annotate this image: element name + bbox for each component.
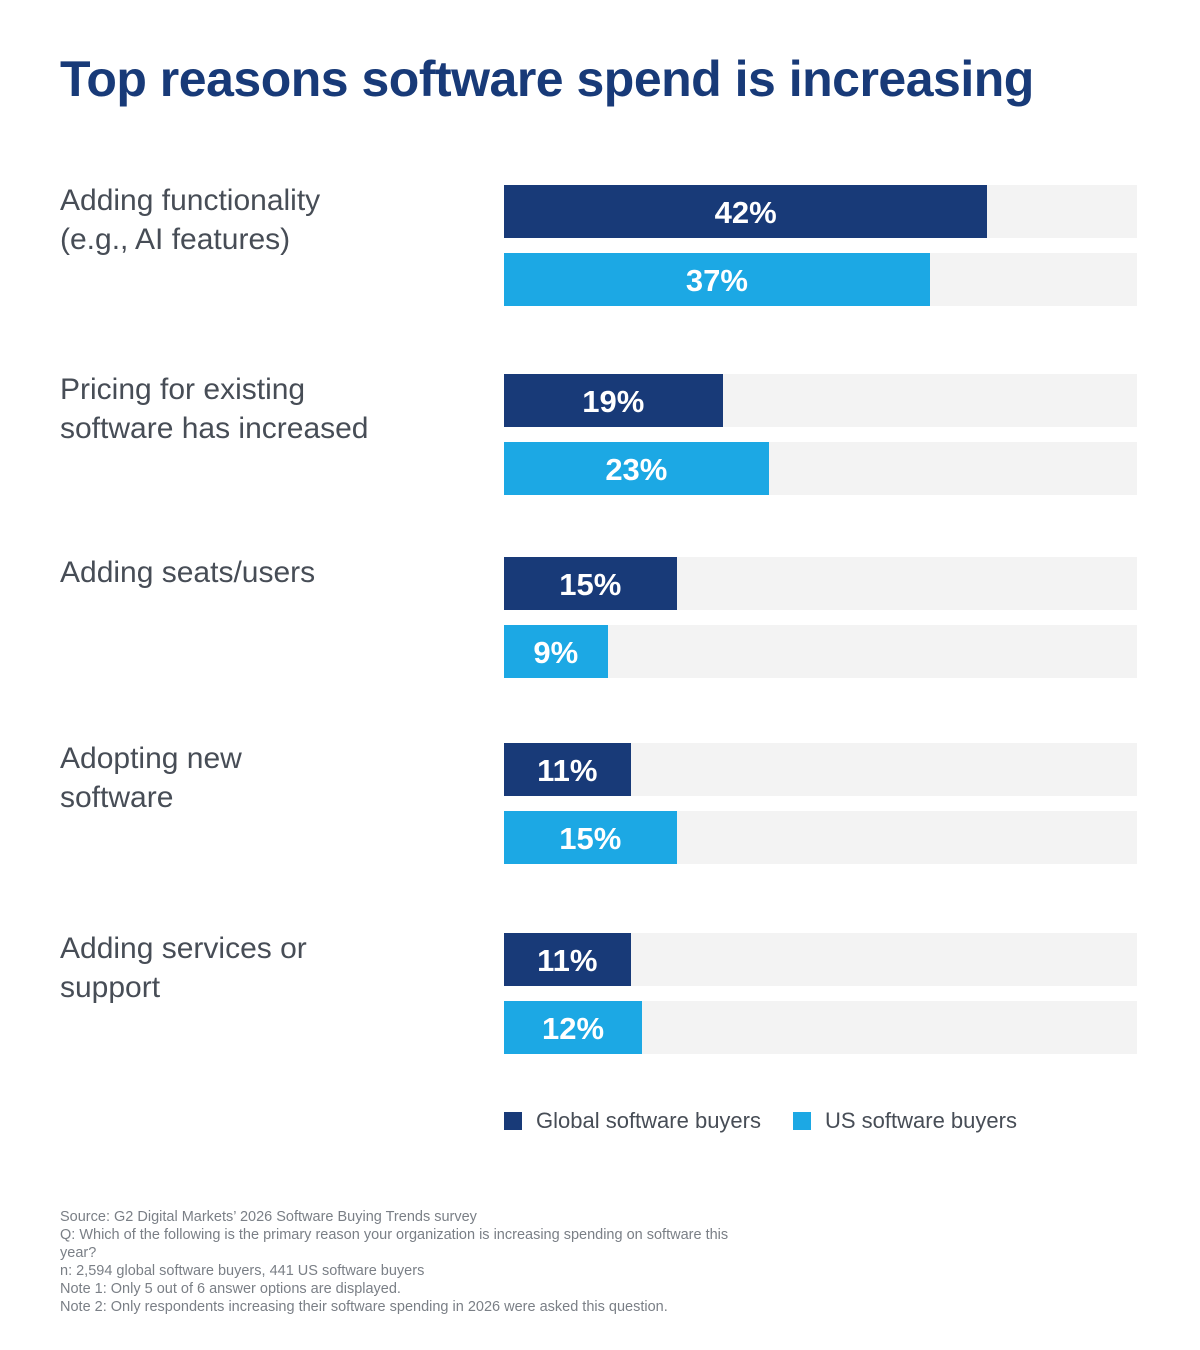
bar-global [504, 557, 677, 610]
data-label: 15% [559, 567, 622, 602]
category-label-line: Adding services or [60, 932, 307, 965]
bar-track: 15% [504, 557, 1137, 610]
note-source: Source: G2 Digital Markets’ 2026 Softwar… [60, 1209, 477, 1225]
data-label: 11% [537, 943, 598, 978]
bar-track: 15% [504, 811, 1137, 864]
legend-swatch-global [504, 1112, 522, 1130]
data-label: 37% [685, 263, 748, 298]
bar-global [504, 374, 723, 427]
bar-global [504, 185, 988, 238]
bar-track: 19% [504, 374, 1137, 427]
bar-track: 37% [504, 253, 1137, 306]
legend-label-global: Global software buyers [536, 1108, 761, 1133]
category-label-line: Adding functionality [60, 184, 321, 217]
category-label-line: software has increased [60, 412, 369, 445]
category-label: Adding seats/users [60, 553, 440, 592]
data-label: 15% [559, 821, 622, 856]
legend-item-global: Global software buyers [504, 1108, 761, 1134]
data-label: 19% [582, 384, 645, 419]
category-label: Pricing for existing software has increas… [60, 370, 440, 448]
data-label: 12% [542, 1011, 605, 1046]
bar-us [504, 1001, 643, 1054]
bar-track: 12% [504, 1001, 1137, 1054]
bar-track: 42% [504, 185, 1137, 238]
bar-global [504, 743, 631, 796]
bar-us [504, 253, 930, 306]
category-label-line: Adopting new [60, 742, 242, 775]
data-label: 23% [605, 452, 668, 487]
legend: Global software buyers US software buyer… [504, 1108, 1049, 1134]
note-2: Note 2: Only respondents increasing thei… [60, 1299, 668, 1315]
data-label: 42% [714, 195, 777, 230]
bar-us [504, 625, 608, 678]
category-label-line: Pricing for existing [60, 373, 306, 406]
legend-label-us: US software buyers [825, 1108, 1017, 1133]
bar-track: 11% [504, 743, 1137, 796]
source-notes: Source: G2 Digital Markets’ 2026 Softwar… [60, 1208, 760, 1316]
category-label-line: support [60, 971, 161, 1004]
legend-item-us: US software buyers [793, 1108, 1017, 1134]
bar-global [504, 933, 631, 986]
category-label-line: software [60, 781, 174, 814]
note-question: Q: Which of the following is the primary… [60, 1227, 729, 1261]
bar-track: 23% [504, 442, 1137, 495]
chart-title: Top reasons software spend is increasing [60, 51, 1034, 107]
data-label: 11% [537, 753, 598, 788]
category-label: Adopting new software [60, 739, 440, 817]
category-label-line: Adding seats/users [60, 556, 316, 589]
bar-track: 9% [504, 625, 1137, 678]
category-label-line: (e.g., AI features) [60, 223, 291, 256]
legend-swatch-us [793, 1112, 811, 1130]
bar-track: 11% [504, 933, 1137, 986]
bar-us [504, 811, 677, 864]
note-sample: n: 2,594 global software buyers, 441 US … [60, 1263, 425, 1279]
bar-us [504, 442, 769, 495]
data-label: 9% [533, 635, 579, 670]
category-label: Adding functionality (e.g., AI features) [60, 181, 440, 259]
category-label: Adding services or support [60, 929, 440, 1007]
note-1: Note 1: Only 5 out of 6 answer options a… [60, 1281, 401, 1297]
